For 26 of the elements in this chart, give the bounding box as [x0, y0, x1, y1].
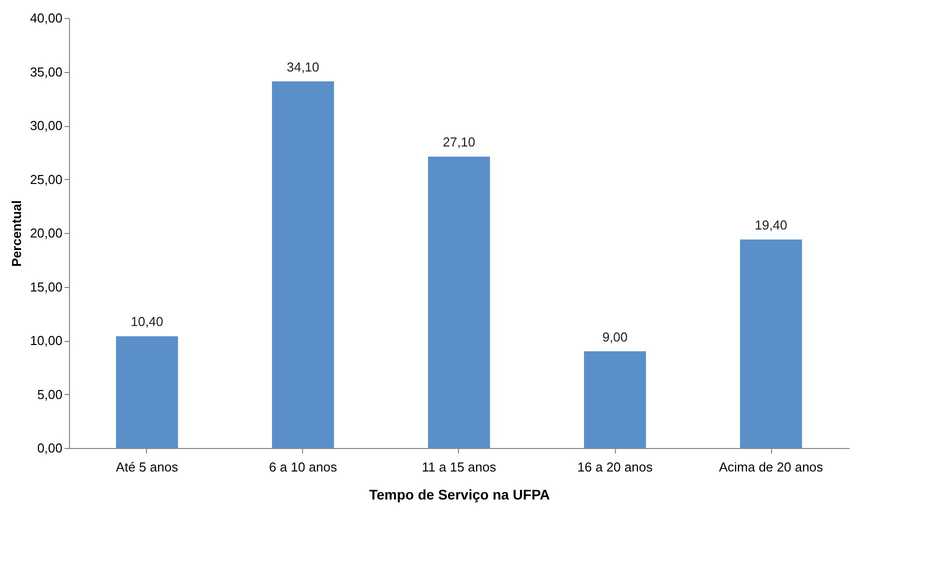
x-tick-label: 16 a 20 anos	[577, 460, 654, 474]
x-tick-label: 11 a 15 anos	[422, 460, 497, 474]
y-tick-label: 40,00	[30, 10, 62, 26]
y-axis-title: Percentual	[8, 200, 24, 267]
bar	[116, 336, 178, 448]
data-label: 34,10	[286, 59, 320, 74]
bar	[272, 81, 334, 448]
x-tick-label: Acima de 20 anos	[718, 460, 824, 474]
bar	[584, 351, 646, 448]
x-axis-title: Tempo de Serviço na UFPA	[369, 486, 550, 502]
y-tick-label: 25,00	[30, 172, 62, 187]
x-tick-label: 6 a 10 anos	[269, 460, 338, 474]
data-label: 19,40	[754, 217, 788, 232]
y-tick-label: 5,00	[37, 386, 62, 402]
data-label: 9,00	[602, 329, 628, 344]
y-tick-label: 30,00	[30, 118, 62, 133]
y-tick-label: 35,00	[30, 64, 62, 80]
y-tick-label: 15,00	[30, 279, 62, 294]
y-tick-label: 20,00	[30, 226, 62, 240]
bar	[428, 156, 490, 448]
bar	[740, 239, 802, 448]
x-tick-label: Até 5 anos	[116, 460, 179, 474]
y-tick-label: 10,00	[30, 333, 62, 348]
data-label: 10,40	[130, 314, 164, 330]
y-tick-label: 0,00	[37, 440, 62, 456]
data-label: 27,10	[442, 134, 476, 150]
